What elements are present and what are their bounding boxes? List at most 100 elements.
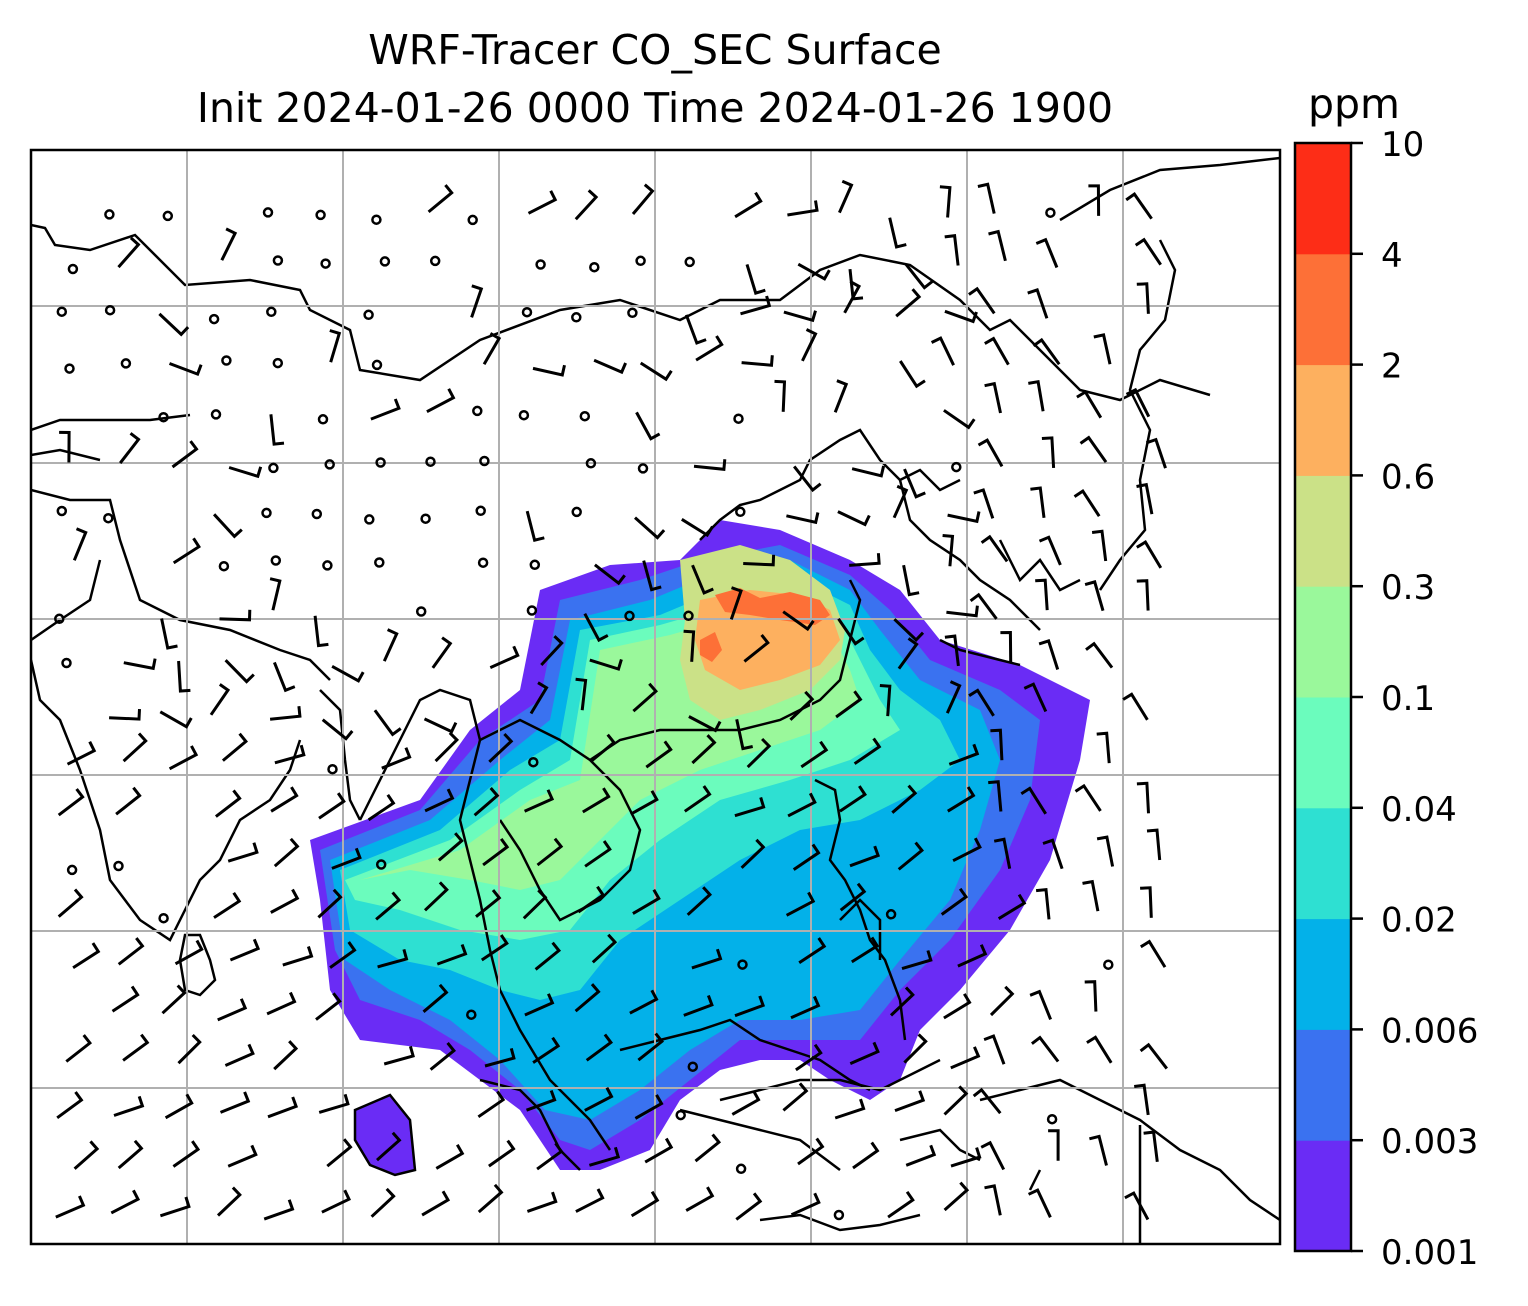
wind-barb: [1086, 1035, 1113, 1064]
wind-barb: [897, 637, 919, 670]
wind-barb: [370, 1187, 396, 1218]
wind-barb: [161, 984, 187, 1015]
wind-barb: [782, 1082, 809, 1112]
wind-barb: [270, 888, 300, 914]
wind-barb: [940, 887, 969, 916]
wind-barb: [270, 786, 299, 813]
wind-barb: [274, 744, 306, 765]
calm-wind-marker: [535, 259, 546, 270]
wind-barb: [1134, 1083, 1150, 1116]
wind-barb: [523, 789, 555, 813]
wind-barb: [973, 488, 995, 519]
wind-barb: [683, 785, 712, 813]
calm-wind-marker: [571, 312, 582, 323]
colorbar-level-8: [1295, 253, 1351, 366]
wind-barb: [219, 1091, 251, 1114]
colorbar-tick-label: 0.04: [1381, 790, 1457, 830]
calm-wind-marker: [104, 209, 115, 220]
map-frame: [29, 148, 1282, 1246]
wind-barb: [849, 845, 881, 868]
wind-barb: [989, 985, 1015, 1017]
wind-barb: [435, 1144, 465, 1170]
wind-barb: [685, 1186, 715, 1212]
wind-barb: [980, 534, 1009, 563]
wind-barb: [269, 577, 282, 611]
wind-barb: [902, 564, 920, 597]
calm-wind-marker: [375, 859, 387, 870]
wind-barb: [228, 466, 263, 479]
calm-wind-marker: [320, 258, 331, 269]
wind-barb: [477, 1090, 506, 1119]
wind-barb: [1084, 580, 1105, 612]
calm-wind-marker: [637, 463, 649, 474]
calm-wind-marker: [371, 359, 383, 371]
wind-barb: [1032, 337, 1061, 366]
wind-barb: [436, 943, 468, 966]
wind-barb: [942, 534, 955, 567]
wind-barb: [893, 618, 925, 643]
wind-barb: [947, 786, 976, 813]
wind-barb: [632, 682, 659, 713]
wind-barb: [634, 516, 666, 540]
calm-wind-marker: [67, 263, 79, 275]
wind-barb: [585, 1033, 614, 1062]
calm-wind-marker: [113, 860, 124, 872]
calm-wind-marker: [374, 557, 385, 568]
wind-barb: [168, 745, 199, 771]
wind-barb: [1079, 435, 1108, 463]
wind-barb: [1028, 379, 1045, 412]
wind-barb: [988, 229, 1007, 262]
wind-barb: [575, 677, 588, 711]
wind-barb: [849, 1041, 880, 1065]
wind-barb: [577, 885, 606, 914]
wind-barb: [731, 1090, 761, 1116]
wind-barb: [1035, 887, 1051, 920]
wind-barb: [797, 262, 831, 281]
colorbar-tick-label: 10: [1381, 125, 1424, 165]
wind-barb: [786, 512, 820, 525]
colorbar-tick-label: 0.001: [1381, 1233, 1478, 1273]
wind-barb: [901, 950, 933, 971]
wind-barb: [159, 1196, 191, 1218]
calm-wind-marker: [221, 355, 232, 366]
calm-wind-marker: [103, 512, 114, 524]
wind-barb: [639, 361, 673, 382]
calm-wind-marker: [56, 505, 68, 517]
wind-barb: [160, 618, 178, 650]
wind-barbs: [54, 179, 1168, 1221]
wind-barb: [593, 358, 627, 375]
calm-wind-marker: [66, 864, 78, 876]
wind-barb: [686, 886, 713, 916]
wind-barb: [113, 1095, 145, 1117]
wind-barb: [691, 734, 717, 765]
wind-barb: [683, 629, 696, 662]
wind-barb: [635, 411, 661, 441]
calm-wind-marker: [627, 307, 638, 319]
wind-barb: [851, 465, 886, 478]
wind-barb: [1035, 578, 1049, 611]
calm-wind-marker: [379, 256, 391, 267]
wind-barb: [122, 732, 148, 763]
wind-barb: [792, 843, 821, 871]
wind-barb: [1125, 387, 1151, 418]
colorbar-level-6: [1295, 475, 1351, 587]
calm-wind-marker: [425, 456, 436, 467]
calm-wind-marker: [475, 505, 486, 517]
wind-barb: [1122, 692, 1149, 721]
wind-barb: [1143, 1130, 1159, 1162]
wind-barb: [632, 889, 661, 915]
calm-wind-marker: [158, 411, 169, 423]
wind-barb: [735, 718, 754, 751]
wind-barb: [1134, 237, 1162, 266]
wind-barb: [944, 309, 978, 324]
wind-barb: [588, 1146, 621, 1167]
calm-wind-marker: [472, 405, 483, 417]
wind-barb: [273, 837, 300, 868]
wind-barb: [73, 1140, 100, 1170]
wind-barb: [947, 511, 981, 524]
wind-barb: [582, 787, 611, 814]
wind-barb: [968, 688, 995, 717]
wind-barb: [879, 684, 892, 717]
wind-barb: [631, 183, 655, 215]
calm-wind-marker: [317, 414, 329, 425]
